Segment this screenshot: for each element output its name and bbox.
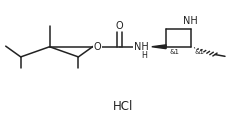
Text: HCl: HCl <box>113 100 134 113</box>
Text: &1: &1 <box>170 49 180 55</box>
Polygon shape <box>152 45 166 49</box>
Text: H: H <box>141 51 147 60</box>
Text: &1: &1 <box>194 49 204 55</box>
Text: O: O <box>116 21 123 31</box>
Text: NH: NH <box>182 16 197 26</box>
Text: O: O <box>93 42 101 52</box>
Text: NH: NH <box>134 42 148 52</box>
